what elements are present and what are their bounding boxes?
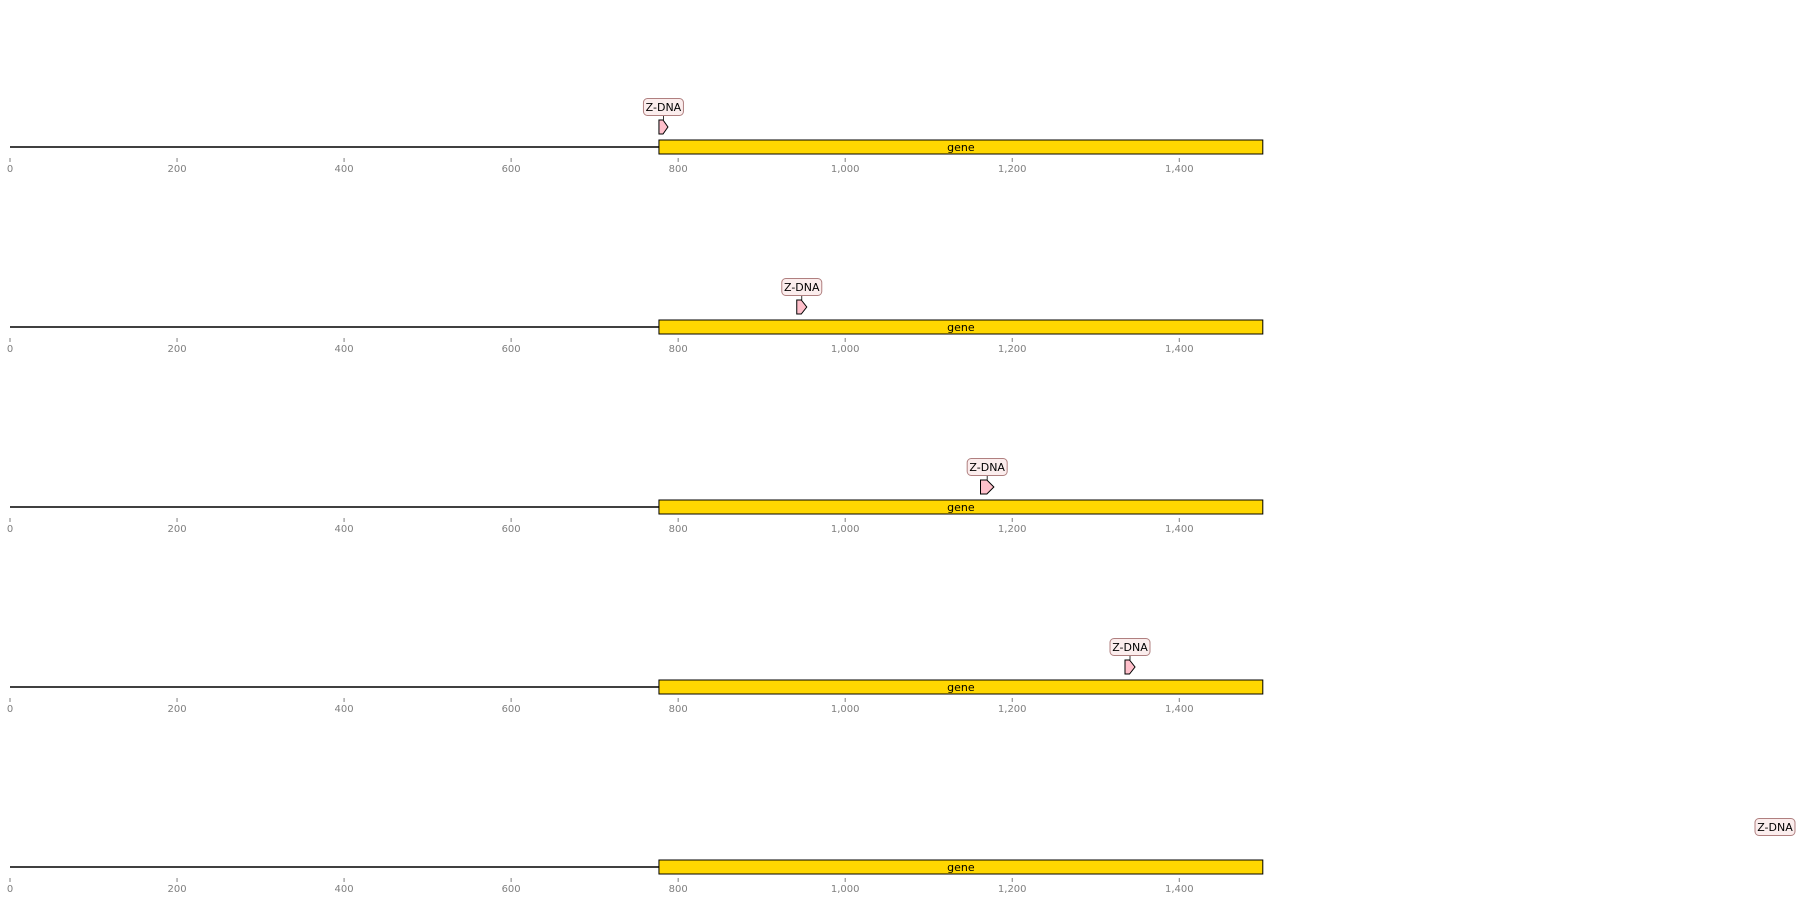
track: gene Z-DNA 0 200 400 600 800 1,000 1,200 1,400	[7, 278, 1264, 355]
zdna-label: Z-DNA	[1757, 821, 1793, 834]
track: gene Z-DNA 0 200 400 600 800 1,000 1,200 1,400	[7, 638, 1264, 715]
axis-tick-label: 1,000	[831, 704, 860, 715]
track: gene Z-DNA 0 200 400 600 800 1,000 1,200 1,400	[7, 98, 1264, 175]
zdna-label-box	[642, 98, 684, 116]
axis-tick-label: 800	[669, 344, 688, 355]
zdna-label: Z-DNA	[784, 281, 820, 294]
axis-tick-label: 0	[7, 344, 13, 355]
axis-tick-label: 1,000	[831, 524, 860, 535]
zdna-label: Z-DNA	[969, 461, 1005, 474]
axis-tick-label: 1,200	[998, 524, 1027, 535]
gene-label: gene	[947, 861, 975, 874]
axis-tick-label: 200	[167, 164, 186, 175]
zdna-label-box	[781, 278, 823, 296]
gene-feature[interactable]	[658, 319, 1264, 335]
gene-feature[interactable]	[658, 679, 1264, 695]
gene-label: gene	[947, 321, 975, 334]
gene-label: gene	[947, 141, 975, 154]
axis-tick-label: 400	[335, 524, 354, 535]
axis-tick-label: 1,200	[998, 344, 1027, 355]
axis-tick-label: 600	[502, 164, 521, 175]
axis-tick-label: 200	[167, 884, 186, 895]
gene-feature[interactable]	[658, 139, 1264, 155]
axis-tick-label: 1,000	[831, 164, 860, 175]
axis-tick-label: 600	[502, 884, 521, 895]
position-axis: 0 200 400 600 800 1,000 1,200 1,400	[7, 878, 1194, 895]
track: gene Z-DNA 0 200 400 600 800 1,000 1,200 1,400	[7, 458, 1264, 535]
axis-tick-label: 0	[7, 524, 13, 535]
axis-tick-label: 400	[335, 164, 354, 175]
axis-tick-label: 1,400	[1165, 704, 1194, 715]
axis-tick-label: 600	[502, 704, 521, 715]
zdna-feature[interactable]	[1124, 659, 1136, 675]
track: gene Z-DNA 0 200 400 600 800 1,000 1,200 1,400	[7, 818, 1796, 895]
axis-tick-label: 800	[669, 164, 688, 175]
axis-tick-label: 1,400	[1165, 344, 1194, 355]
axis-tick-label: 400	[335, 884, 354, 895]
axis-tick-label: 200	[167, 704, 186, 715]
zdna-label-box	[1754, 818, 1796, 836]
axis-tick-label: 0	[7, 704, 13, 715]
gene-label: gene	[947, 681, 975, 694]
zdna-label: Z-DNA	[646, 101, 682, 114]
axis-tick-label: 0	[7, 164, 13, 175]
axis-tick-label: 800	[669, 524, 688, 535]
axis-tick-label: 1,000	[831, 344, 860, 355]
position-axis: 0 200 400 600 800 1,000 1,200 1,400	[7, 158, 1194, 175]
axis-tick-label: 400	[335, 704, 354, 715]
zdna-feature[interactable]	[980, 479, 995, 495]
axis-tick-label: 600	[502, 524, 521, 535]
axis-tick-label: 200	[167, 524, 186, 535]
axis-tick-label: 1,400	[1165, 164, 1194, 175]
axis-tick-label: 1,200	[998, 164, 1027, 175]
position-axis: 0 200 400 600 800 1,000 1,200 1,400	[7, 518, 1194, 535]
position-axis: 0 200 400 600 800 1,000 1,200 1,400	[7, 698, 1194, 715]
axis-tick-label: 400	[335, 344, 354, 355]
position-axis: 0 200 400 600 800 1,000 1,200 1,400	[7, 338, 1194, 355]
axis-tick-label: 1,400	[1165, 884, 1194, 895]
axis-tick-label: 1,200	[998, 704, 1027, 715]
zdna-label-box	[1109, 638, 1151, 656]
gene-feature[interactable]	[658, 499, 1264, 515]
zdna-label: Z-DNA	[1112, 641, 1148, 654]
axis-tick-label: 800	[669, 704, 688, 715]
gene-label: gene	[947, 501, 975, 514]
axis-tick-label: 1,400	[1165, 524, 1194, 535]
axis-tick-label: 600	[502, 344, 521, 355]
axis-tick-label: 0	[7, 884, 13, 895]
axis-tick-label: 200	[167, 344, 186, 355]
zdna-feature[interactable]	[796, 299, 808, 315]
axis-tick-label: 1,000	[831, 884, 860, 895]
axis-tick-label: 1,200	[998, 884, 1027, 895]
gene-feature[interactable]	[658, 859, 1264, 875]
zdna-label-box	[966, 458, 1008, 476]
zdna-feature[interactable]	[658, 119, 669, 135]
axis-tick-label: 800	[669, 884, 688, 895]
